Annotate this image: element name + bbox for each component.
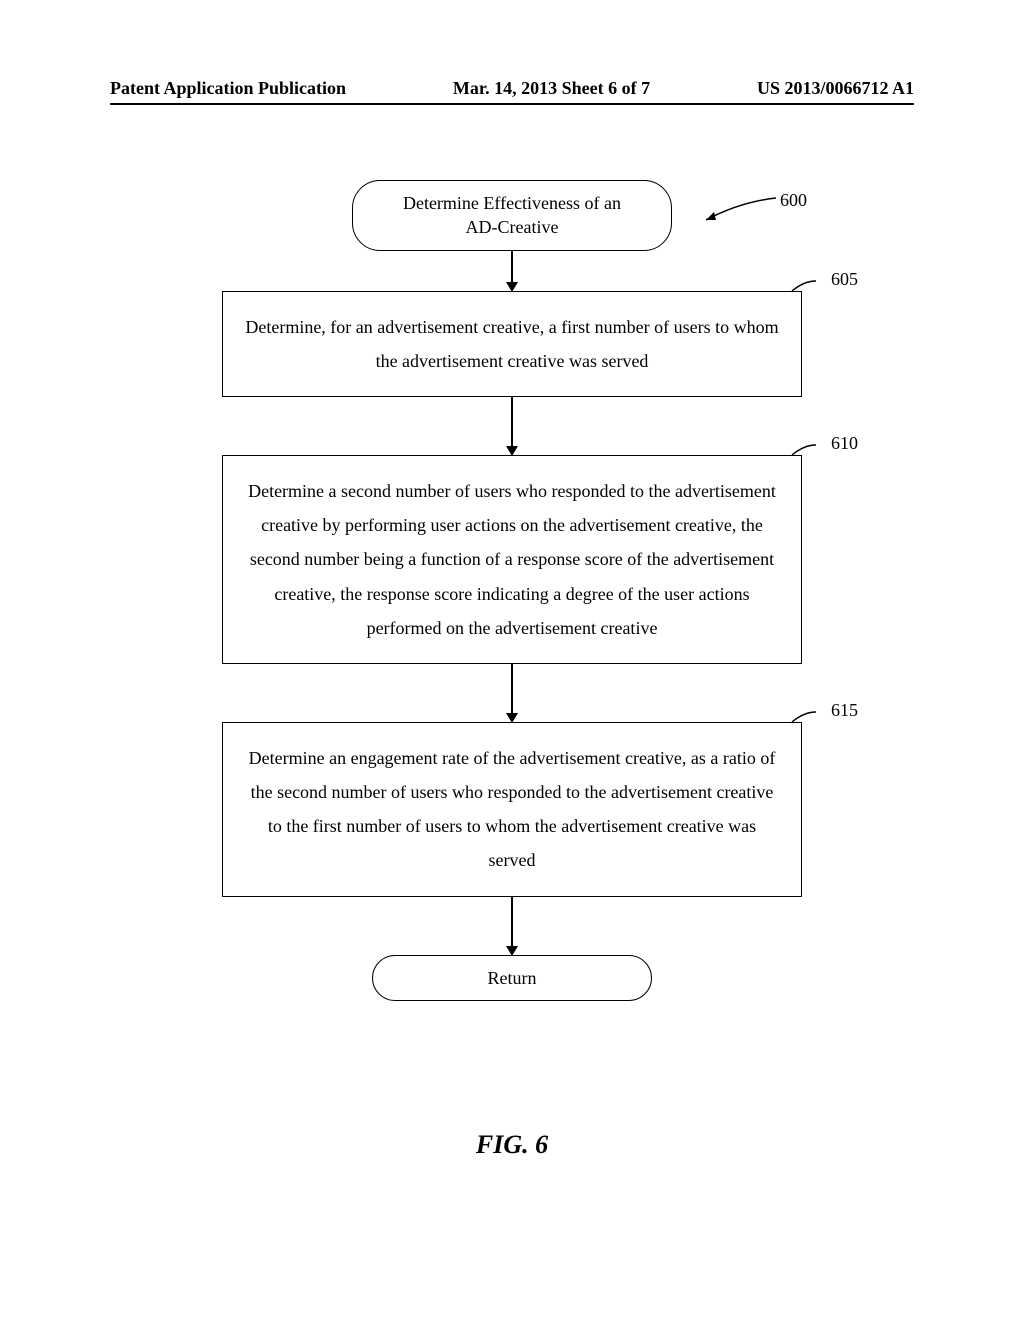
return-label: Return: [488, 968, 537, 988]
step-615: Determine an engagement rate of the adve…: [222, 722, 802, 897]
header-right: US 2013/0066712 A1: [757, 78, 914, 99]
header-center: Mar. 14, 2013 Sheet 6 of 7: [346, 78, 757, 99]
arrow-2: [511, 397, 513, 455]
ref-610: 610: [831, 433, 858, 454]
step-610: Determine a second number of users who r…: [222, 455, 802, 664]
page-header: Patent Application Publication Mar. 14, …: [110, 78, 914, 105]
start-terminator: Determine Effectiveness of an AD-Creativ…: [352, 180, 672, 251]
return-terminator: Return: [372, 955, 652, 1001]
header-left: Patent Application Publication: [110, 78, 346, 99]
start-line1: Determine Effectiveness of an: [403, 193, 621, 213]
step-605: Determine, for an advertisement creative…: [222, 291, 802, 397]
figure-caption: FIG. 6: [476, 1130, 548, 1160]
start-line2: AD-Creative: [466, 217, 559, 237]
arrow-4: [511, 897, 513, 955]
leader-610: [788, 443, 818, 459]
arrow-1: [511, 251, 513, 291]
patent-page: Patent Application Publication Mar. 14, …: [0, 0, 1024, 1320]
arrow-3: [511, 664, 513, 722]
leader-605: [788, 279, 818, 295]
ref-605: 605: [831, 269, 858, 290]
leader-615: [788, 710, 818, 726]
flowchart: Determine Effectiveness of an AD-Creativ…: [192, 180, 832, 1001]
ref-615: 615: [831, 700, 858, 721]
